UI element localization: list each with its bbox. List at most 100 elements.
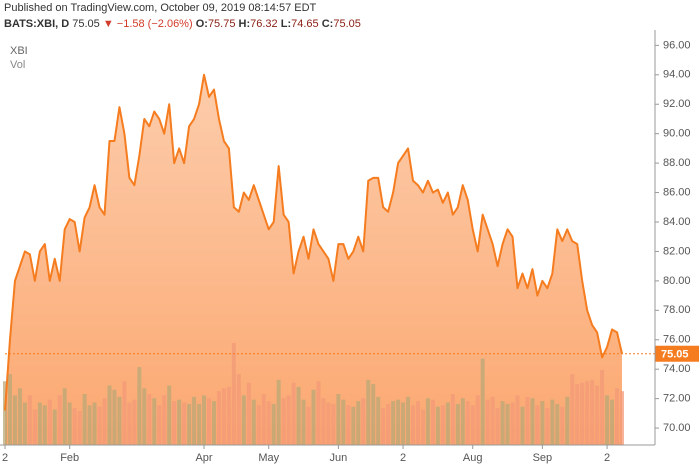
volume-bar (351, 406, 356, 445)
open: 75.75 (207, 18, 236, 30)
volume-bar (67, 402, 72, 445)
volume-bar (12, 395, 17, 445)
volume-bar (306, 406, 311, 445)
volume-bar (226, 386, 231, 445)
volume-bar (341, 399, 346, 445)
volume-bar (291, 382, 296, 445)
volume-bar (216, 391, 221, 445)
volume-bar (386, 403, 391, 445)
x-tick-label: 2 (400, 452, 406, 464)
volume-bar (32, 409, 37, 445)
open-label: O: (195, 18, 208, 30)
volume-bar (172, 401, 177, 445)
volume-bar (520, 406, 525, 445)
volume-bar (57, 395, 62, 445)
volume-bar (316, 381, 321, 445)
volume-bar (92, 402, 97, 445)
volume-bar (396, 399, 401, 445)
high-label: H: (238, 18, 251, 30)
volume-bar (236, 374, 241, 445)
down-arrow: ▼ (102, 18, 114, 30)
volume-bar (107, 385, 112, 445)
volume-bar (127, 402, 132, 445)
volume-bar (117, 396, 122, 445)
volume-bar (435, 406, 440, 445)
volume-bar (510, 402, 515, 445)
volume-bar (231, 343, 236, 445)
volume-bar (356, 401, 361, 445)
volume-bar (525, 396, 530, 445)
volume-bar (391, 401, 396, 445)
volume-bar (42, 405, 47, 445)
volume-bar (346, 405, 351, 445)
volume-bar (122, 381, 127, 445)
volume-bar (271, 403, 276, 445)
volume-bar (311, 389, 316, 445)
close-label: C: (321, 18, 334, 30)
volume-bar (97, 406, 102, 445)
published-note: Published on TradingView.com, October 09… (4, 2, 317, 14)
x-tick-label: 2 (2, 452, 8, 464)
volume-bar (286, 395, 291, 445)
volume-bar (197, 403, 202, 445)
y-tick-label: 72.00 (663, 393, 691, 405)
volume-bar (430, 399, 435, 445)
y-tick-label: 78.00 (663, 304, 691, 316)
x-tick-label: Feb (60, 452, 79, 464)
volume-bar (440, 405, 445, 445)
volume-bar (480, 358, 485, 445)
series-label: XBI (10, 45, 28, 57)
volume-bar (157, 405, 162, 445)
volume-bar (132, 399, 137, 445)
volume-bar (266, 401, 271, 445)
volume-bar (102, 398, 107, 445)
volume-bar (142, 388, 147, 445)
x-tick-label: Sep (533, 452, 553, 464)
volume-bar (256, 405, 261, 445)
volume-bar (425, 398, 430, 445)
volume-bar (620, 391, 624, 445)
x-tick-label: Aug (463, 452, 483, 464)
volume-bar (455, 403, 460, 445)
volume-bar (615, 388, 620, 445)
y-tick-label: 88.00 (663, 157, 691, 169)
volume-bar (177, 399, 182, 445)
volume-bar (147, 394, 152, 445)
volume-bar (82, 394, 87, 445)
volume-bar (371, 384, 376, 445)
volume-bar (52, 409, 57, 445)
volume-bar (605, 395, 610, 445)
volume-bar (276, 379, 281, 445)
volume-bar (62, 388, 67, 445)
quote-line: BATS:XBI, D 75.05 ▼ −1.58 (−2.06%) O:75.… (4, 18, 361, 30)
volume-bar (600, 369, 605, 445)
y-tick-label: 86.00 (663, 186, 691, 198)
x-tick-label: May (258, 452, 279, 464)
volume-bar (261, 394, 266, 445)
volume-bar (22, 402, 27, 445)
volume-bar (550, 399, 555, 445)
volume-bar (560, 406, 565, 445)
volume-bar (416, 401, 420, 445)
volume-bar (590, 379, 595, 445)
volume-bar (465, 401, 470, 445)
volume-bar (530, 398, 535, 445)
volume-bar (406, 396, 411, 445)
volume-bar (495, 408, 500, 445)
volume-bar (296, 386, 301, 445)
last-price: 75.05 (72, 18, 100, 30)
volume-bar (3, 381, 7, 445)
volume-bar (192, 396, 197, 445)
volume-bar (72, 408, 77, 445)
volume-bar (47, 399, 52, 445)
x-tick-label: Apr (195, 452, 212, 464)
volume-bar (485, 399, 490, 445)
volume-bar (570, 374, 575, 445)
volume-bar (321, 398, 326, 445)
y-tick-label: 80.00 (663, 275, 691, 287)
x-tick-label: Jun (330, 452, 348, 464)
volume-bar (490, 396, 495, 445)
close: 75.05 (333, 18, 361, 30)
volume-label: Vol (10, 59, 26, 71)
